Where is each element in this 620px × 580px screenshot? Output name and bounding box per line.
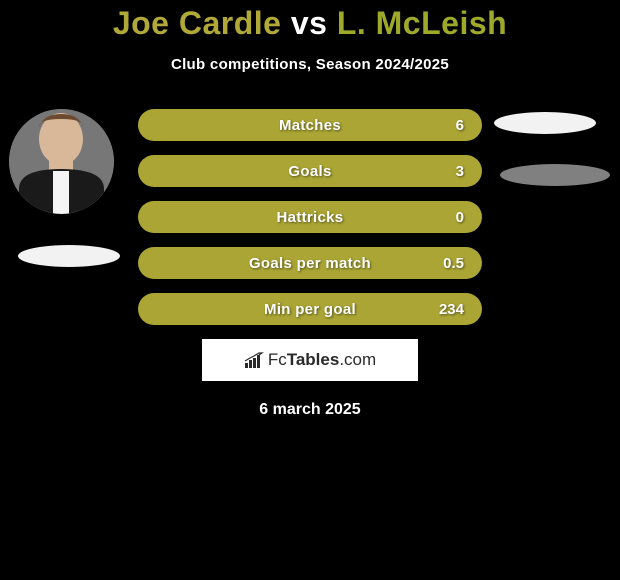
stat-label: Goals per match bbox=[249, 255, 371, 272]
logo-main: Tables bbox=[287, 350, 340, 370]
stat-label: Hattricks bbox=[277, 209, 344, 226]
player1-shadow bbox=[18, 245, 120, 267]
stat-value: 6 bbox=[456, 117, 464, 134]
subtitle: Club competitions, Season 2024/2025 bbox=[0, 56, 620, 73]
content-area: Matches 6 Goals 3 Hattricks 0 Goals per … bbox=[0, 109, 620, 419]
logo-suffix: .com bbox=[339, 350, 376, 370]
stat-value: 3 bbox=[456, 163, 464, 180]
vs-text: vs bbox=[291, 5, 328, 41]
logo-prefix: Fc bbox=[268, 350, 287, 370]
stat-value: 0.5 bbox=[443, 255, 464, 272]
player2-shadow-2 bbox=[500, 164, 610, 186]
player2-shadow-1 bbox=[494, 112, 596, 134]
player1-avatar bbox=[9, 109, 114, 214]
stat-label: Goals bbox=[288, 163, 331, 180]
stats-bars: Matches 6 Goals 3 Hattricks 0 Goals per … bbox=[138, 109, 482, 325]
stat-label: Min per goal bbox=[264, 301, 356, 318]
stat-value: 234 bbox=[439, 301, 464, 318]
stat-bar: Goals per match 0.5 bbox=[138, 247, 482, 279]
player1-name: Joe Cardle bbox=[113, 5, 282, 41]
stat-label: Matches bbox=[279, 117, 341, 134]
fctables-logo: FcTables.com bbox=[244, 350, 376, 370]
stat-bar: Hattricks 0 bbox=[138, 201, 482, 233]
logo-box: FcTables.com bbox=[202, 339, 418, 381]
title: Joe Cardle vs L. McLeish bbox=[0, 0, 620, 42]
player2-name: L. McLeish bbox=[337, 5, 507, 41]
stat-value: 0 bbox=[456, 209, 464, 226]
stat-bar: Min per goal 234 bbox=[138, 293, 482, 325]
stat-bar: Matches 6 bbox=[138, 109, 482, 141]
comparison-card: Joe Cardle vs L. McLeish Club competitio… bbox=[0, 0, 620, 419]
chart-icon bbox=[244, 351, 264, 369]
stat-bar: Goals 3 bbox=[138, 155, 482, 187]
date-text: 6 march 2025 bbox=[0, 401, 620, 419]
